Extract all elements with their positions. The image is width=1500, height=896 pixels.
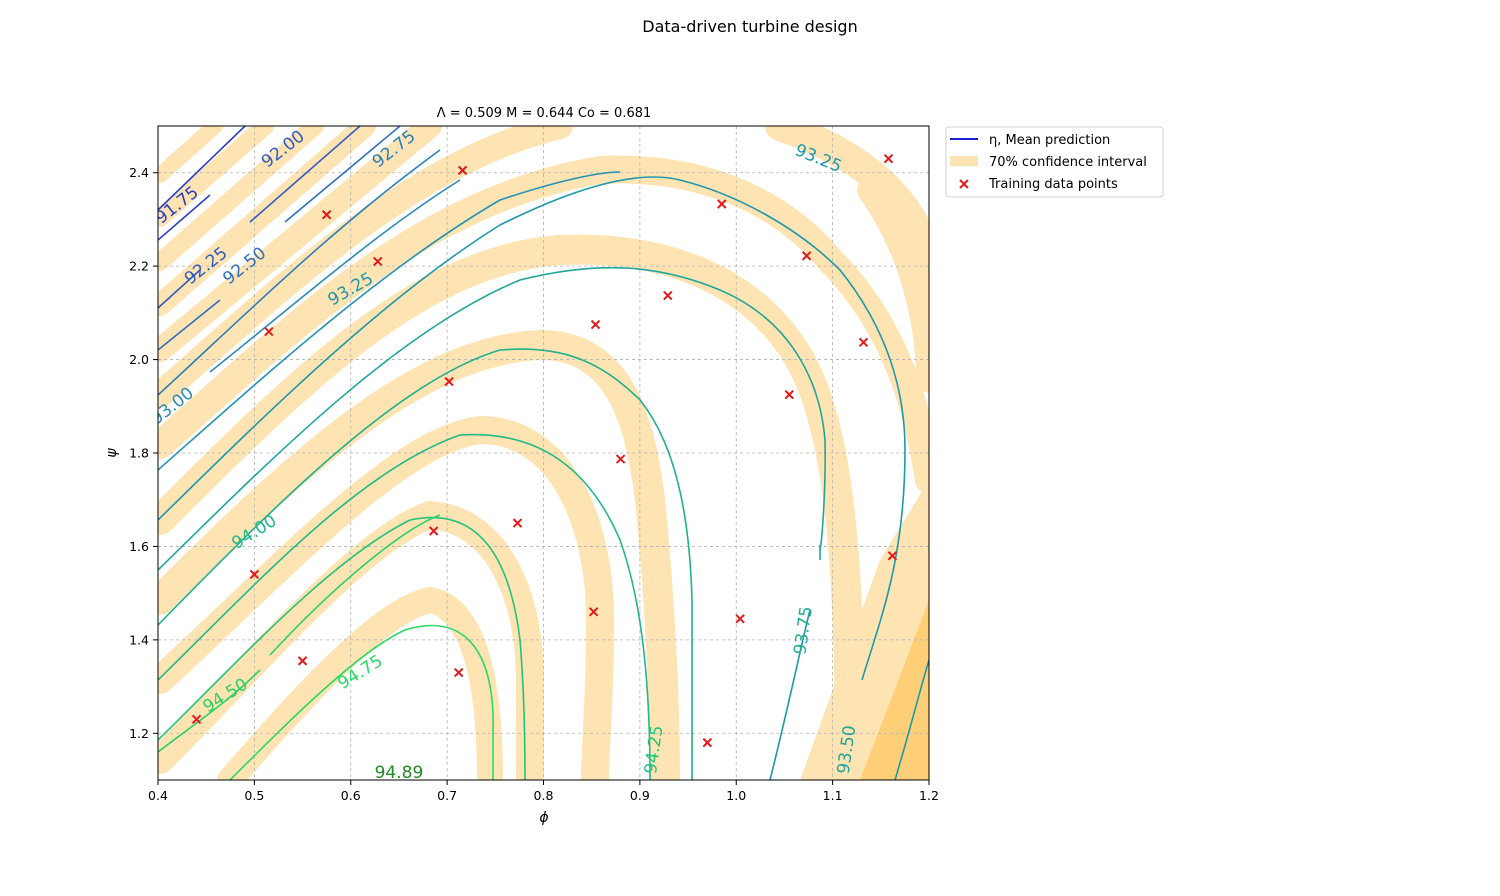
training-point <box>512 518 523 528</box>
figure-title: Data-driven turbine design <box>642 17 857 36</box>
training-point <box>588 607 599 617</box>
plot-subtitle: Λ = 0.509 M = 0.644 Co = 0.681 <box>437 106 652 121</box>
training-point <box>264 326 274 337</box>
x-tick-label: 0.9 <box>630 788 650 803</box>
x-tick-label: 1.2 <box>919 788 939 803</box>
y-axis-label: ψ <box>104 448 120 458</box>
training-point <box>321 210 332 220</box>
legend-box <box>945 126 1164 198</box>
legend-marker-swatch <box>959 179 969 189</box>
y-tick-label: 1.6 <box>129 539 149 554</box>
x-axis-ticks: 0.4 0.5 0.6 0.7 0.8 0.9 1.0 1.1 1.2 <box>148 780 939 803</box>
y-tick-label: 1.2 <box>129 726 149 741</box>
training-point <box>615 454 626 464</box>
training-point <box>444 376 454 387</box>
training-point <box>702 737 713 748</box>
training-point <box>590 319 601 330</box>
training-point <box>249 569 260 580</box>
training-point <box>801 251 812 261</box>
training-point <box>784 389 794 400</box>
x-tick-label: 0.4 <box>148 788 168 803</box>
x-axis-label: ϕ <box>539 810 548 826</box>
y-tick-label: 2.0 <box>129 352 149 367</box>
y-tick-label: 2.4 <box>129 165 149 180</box>
legend-entry-training: Training data points <box>988 177 1118 192</box>
legend-patch-swatch <box>950 156 978 166</box>
y-axis-ticks: 1.2 1.4 1.6 1.8 2.0 2.2 2.4 <box>129 165 158 741</box>
y-tick-label: 1.4 <box>129 632 149 647</box>
training-point <box>858 337 869 347</box>
x-tick-label: 0.8 <box>534 788 554 803</box>
legend-entry-mean: η, Mean prediction <box>989 133 1110 148</box>
training-point <box>663 290 673 301</box>
training-point <box>428 526 439 536</box>
training-point <box>373 256 383 267</box>
x-tick-label: 0.5 <box>244 788 264 803</box>
training-point <box>191 714 202 724</box>
training-point <box>297 656 308 666</box>
training-point <box>883 153 894 164</box>
contour-label: 94.89 <box>375 763 424 783</box>
training-point <box>457 165 468 176</box>
legend-entry-ci: 70% confidence interval <box>989 155 1147 170</box>
x-tick-label: 0.6 <box>341 788 361 803</box>
x-tick-label: 0.7 <box>437 788 457 803</box>
training-point <box>453 667 464 678</box>
x-tick-label: 1.1 <box>823 788 843 803</box>
training-point <box>717 199 727 209</box>
x-tick-label: 1.0 <box>726 788 746 803</box>
legend: η, Mean prediction 70% confidence interv… <box>945 126 1164 198</box>
training-point <box>735 614 745 624</box>
y-tick-label: 1.8 <box>129 446 149 461</box>
training-points <box>191 153 898 748</box>
y-tick-label: 2.2 <box>129 259 149 274</box>
training-point <box>887 551 898 561</box>
mean-contours <box>158 126 929 780</box>
